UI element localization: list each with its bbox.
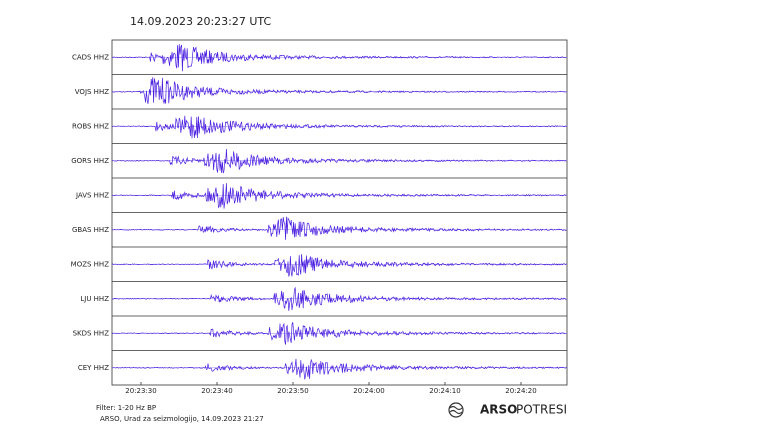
station-label: SKDS HHZ xyxy=(73,329,110,337)
station-label: LJU HHZ xyxy=(80,295,109,303)
waveform xyxy=(111,183,567,209)
station-label: CADS HHZ xyxy=(72,53,109,61)
source-note: ARSO, Urad za seizmologijo, 14.09.2023 2… xyxy=(100,415,264,423)
waveform xyxy=(111,77,567,105)
title: 14.09.2023 20:23:27 UTC xyxy=(130,15,272,28)
x-tick-label: 20:23:40 xyxy=(201,387,232,395)
plot-area: CADS HHZ VOJS HHZ ROBS HHZ GORS HHZ JAVS HHZ… xyxy=(71,39,568,395)
waveform xyxy=(111,358,567,380)
x-tick-label: 20:24:20 xyxy=(505,387,536,395)
x-tick-label: 20:24:10 xyxy=(429,387,460,395)
waveform xyxy=(111,115,567,139)
waveform xyxy=(111,148,567,174)
x-tick-label: 20:23:30 xyxy=(125,387,156,395)
logo-bold: ARSO xyxy=(480,403,517,417)
station-label: VOJS HHZ xyxy=(75,88,109,96)
waveform xyxy=(111,44,567,72)
logo-wave xyxy=(449,405,463,415)
waveform xyxy=(111,254,567,277)
station-label: GBAS HHZ xyxy=(72,226,109,234)
logo-light: POTRESI xyxy=(516,403,567,417)
logo-icon xyxy=(448,402,464,418)
filter-note: Filter: 1-20 Hz BP xyxy=(96,404,156,412)
station-label: CEY HHZ xyxy=(78,364,109,372)
station-label: MOZS HHZ xyxy=(71,260,110,268)
station-label: JAVS HHZ xyxy=(75,191,109,199)
waveform xyxy=(111,286,567,311)
waveform xyxy=(112,322,567,345)
station-label: GORS HHZ xyxy=(71,157,109,165)
station-label: ROBS HHZ xyxy=(72,122,109,130)
x-tick-label: 20:23:50 xyxy=(277,387,308,395)
x-tick-label: 20:24:00 xyxy=(353,387,384,395)
logo: ARSO POTRESI xyxy=(448,402,567,418)
waveform xyxy=(112,216,567,240)
